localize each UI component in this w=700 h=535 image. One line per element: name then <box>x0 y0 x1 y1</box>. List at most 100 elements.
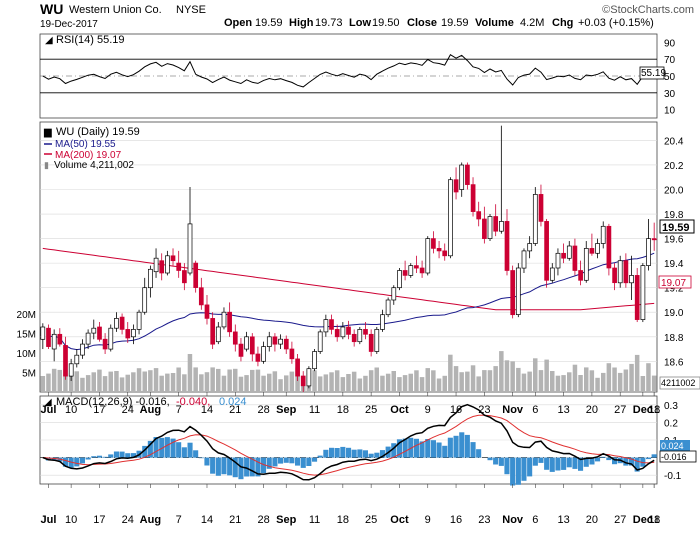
volume-bar <box>618 373 623 392</box>
macd-histogram-bar <box>86 458 91 460</box>
xaxis2-tick-28: 28 <box>257 514 269 526</box>
candle-body <box>47 328 51 346</box>
candle-body <box>477 212 481 219</box>
xaxis2-tick-25: 25 <box>365 514 377 526</box>
stockcharts-brand: ©StockCharts.com <box>602 4 694 16</box>
candle-body <box>414 266 418 269</box>
volume-bar <box>584 367 589 392</box>
candle-body <box>58 334 62 344</box>
candle-body <box>369 334 373 351</box>
volume-bar <box>409 374 414 392</box>
macd-histogram-bar <box>216 458 221 476</box>
candle-body <box>64 345 68 376</box>
xaxis2-tick-9: 9 <box>425 514 431 526</box>
price-last-flag: 19.59 <box>660 220 694 234</box>
volume-bar <box>522 374 527 392</box>
candle-body <box>641 266 645 320</box>
macd-legend-hist: 0.024 <box>219 396 247 408</box>
rsi-tick-30: 30 <box>664 89 676 100</box>
volume-bar <box>443 376 448 392</box>
candle-body <box>250 337 254 354</box>
candle-body <box>131 329 135 336</box>
volume-bar <box>120 377 125 392</box>
volume-bar <box>216 369 221 392</box>
candle-body <box>409 266 413 276</box>
macd-histogram-bar <box>318 456 323 458</box>
volume-bar <box>482 370 487 392</box>
macd-histogram-bar <box>193 450 198 457</box>
xaxis1-tick-6: 6 <box>532 404 538 416</box>
volume-bar <box>437 379 442 393</box>
volume-bar <box>550 371 555 392</box>
symbol: WU <box>40 1 63 17</box>
price-tick-20.2: 20.2 <box>664 161 684 172</box>
candle-body <box>188 224 192 273</box>
volume-bar <box>222 376 227 392</box>
candle-body <box>324 320 328 332</box>
candle-icon: ▆ <box>43 127 52 138</box>
macd-histogram-bar <box>306 458 311 466</box>
macd-histogram-bar <box>646 458 651 460</box>
xaxis2-tick-20: 20 <box>586 514 598 526</box>
candle-body <box>262 347 266 362</box>
rsi-tick-90: 90 <box>664 38 676 49</box>
macd-histogram-bar <box>448 438 453 458</box>
candle-body <box>301 376 305 386</box>
volume-bar <box>244 375 249 392</box>
volume-bar <box>210 367 215 392</box>
volume-bar <box>97 370 102 392</box>
xaxis2-tick-13: 13 <box>557 514 569 526</box>
volume-bar <box>341 377 346 392</box>
candle-body <box>420 268 424 273</box>
macd-histogram-bar <box>516 458 521 485</box>
candle-body <box>52 334 56 349</box>
close-label: Close <box>407 17 437 29</box>
candle-body <box>211 318 215 344</box>
volume-bar <box>556 376 561 392</box>
price-tick-19.8: 19.8 <box>664 210 684 221</box>
macd-histogram-bar <box>510 458 515 486</box>
candle-body <box>386 300 390 315</box>
candle-body <box>98 327 102 339</box>
open-value: 19.59 <box>255 17 283 29</box>
candle-body <box>630 275 634 282</box>
volume-bar <box>233 369 238 392</box>
candle-body <box>550 268 554 280</box>
volume-bar <box>165 374 170 392</box>
macd-histogram-bar <box>199 458 204 459</box>
macd-histogram-bar <box>114 452 119 458</box>
volume-bar <box>488 370 493 392</box>
candle-body <box>267 337 271 347</box>
macd-histogram-bar <box>329 448 334 458</box>
candle-body <box>194 263 198 288</box>
candle-body <box>364 329 368 334</box>
volume-bar <box>561 375 566 392</box>
macd-histogram-bar <box>459 432 464 457</box>
candle-body <box>431 239 435 249</box>
rsi-legend-text: RSI(14) 55.19 <box>56 34 124 46</box>
candle-body <box>165 256 169 273</box>
volume-bar <box>171 373 176 392</box>
candle-body <box>256 354 260 361</box>
volume-bar <box>86 375 91 392</box>
macd-last-value: -0.016 <box>661 452 687 462</box>
chart-header: WU Western Union Co. NYSE 19-Dec-2017 Op… <box>40 1 694 30</box>
high-value: 19.73 <box>315 17 343 29</box>
volume-bar <box>205 372 210 392</box>
volume-bar <box>267 374 272 392</box>
candle-body <box>177 263 181 270</box>
macd-histogram-bar <box>493 458 498 465</box>
chart-date: 19-Dec-2017 <box>40 19 98 30</box>
macd-histogram-bar <box>476 449 481 457</box>
macd-histogram-bar <box>521 458 526 481</box>
volume-bar <box>397 377 402 392</box>
company-name: Western Union Co. <box>69 4 162 16</box>
volume-bar <box>448 355 453 392</box>
candle-body <box>330 320 334 330</box>
volume-bar <box>193 367 198 392</box>
close-value: 19.59 <box>441 17 469 29</box>
volume-bar <box>499 351 504 392</box>
xaxis1-tick-16: 16 <box>450 404 462 416</box>
candle-body <box>482 219 486 239</box>
